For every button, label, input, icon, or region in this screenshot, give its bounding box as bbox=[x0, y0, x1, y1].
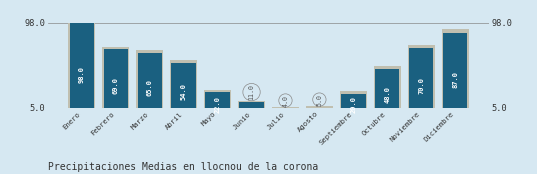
Bar bbox=[340, 91, 367, 112]
Text: 70.0: 70.0 bbox=[418, 77, 424, 94]
Bar bbox=[273, 109, 297, 112]
Bar bbox=[70, 23, 94, 112]
Text: 20.0: 20.0 bbox=[350, 96, 357, 113]
Text: 87.0: 87.0 bbox=[452, 70, 458, 88]
Bar bbox=[171, 63, 196, 112]
Text: 11.0: 11.0 bbox=[249, 84, 255, 100]
Bar bbox=[307, 108, 332, 112]
Bar bbox=[441, 29, 469, 112]
Bar bbox=[240, 102, 264, 112]
Bar bbox=[204, 90, 231, 112]
Text: 5.0: 5.0 bbox=[316, 94, 322, 106]
Bar bbox=[408, 45, 435, 112]
Text: 48.0: 48.0 bbox=[384, 85, 390, 102]
Bar bbox=[238, 101, 265, 112]
Text: 65.0: 65.0 bbox=[147, 79, 153, 96]
Bar bbox=[272, 107, 299, 112]
Text: 69.0: 69.0 bbox=[113, 77, 119, 94]
Bar bbox=[375, 69, 400, 112]
Bar bbox=[306, 106, 333, 112]
Bar bbox=[409, 48, 433, 112]
Bar bbox=[374, 66, 401, 112]
Bar bbox=[102, 47, 129, 112]
Text: 4.0: 4.0 bbox=[282, 94, 288, 106]
Text: 22.0: 22.0 bbox=[215, 96, 221, 113]
Bar bbox=[205, 92, 230, 112]
Bar bbox=[137, 53, 162, 112]
Bar bbox=[341, 94, 366, 112]
Bar bbox=[68, 23, 96, 112]
Text: 98.0: 98.0 bbox=[79, 66, 85, 83]
Text: Precipitaciones Medias en llocnou de la corona: Precipitaciones Medias en llocnou de la … bbox=[48, 162, 318, 172]
Bar bbox=[170, 60, 197, 112]
Bar bbox=[104, 49, 128, 112]
Bar bbox=[136, 50, 163, 112]
Text: 54.0: 54.0 bbox=[180, 83, 187, 100]
Bar bbox=[443, 33, 467, 112]
